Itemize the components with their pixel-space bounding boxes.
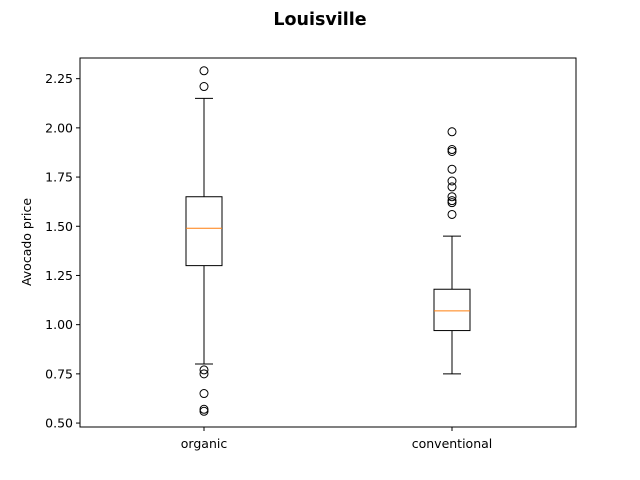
y-tick-label: 1.00 xyxy=(45,317,73,332)
box-group-organic xyxy=(185,66,223,416)
outlier-point xyxy=(447,209,457,219)
y-axis-label: Avocado price xyxy=(19,198,34,286)
y-tick-label: 2.00 xyxy=(45,120,73,135)
outlier-point xyxy=(199,389,209,399)
iqr-box xyxy=(185,196,223,267)
outlier-point xyxy=(199,406,209,416)
x-tick-label: conventional xyxy=(412,436,493,451)
y-tick-label: 1.50 xyxy=(45,219,73,234)
boxes-layer xyxy=(185,66,471,416)
outlier-point xyxy=(447,164,457,174)
plot-frame xyxy=(79,57,577,428)
outlier-point xyxy=(447,145,457,155)
y-tick-label: 0.75 xyxy=(45,366,73,381)
outlier-point xyxy=(447,198,457,208)
outlier-point xyxy=(447,176,457,186)
y-tick-label: 1.75 xyxy=(45,170,73,185)
y-tick-label: 2.25 xyxy=(45,71,73,86)
outlier-point xyxy=(199,404,209,414)
x-tick-label: organic xyxy=(181,436,228,451)
outlier-point xyxy=(447,127,457,137)
y-axis: 0.50 0.75 1.00 1.25 1.50 1.75 2.00 2.25 xyxy=(45,71,80,431)
chart-title: Louisville xyxy=(273,10,366,30)
y-tick-label: 0.50 xyxy=(45,416,73,431)
y-tick-label: 1.25 xyxy=(45,268,73,283)
box-group-conventional xyxy=(433,127,471,375)
iqr-box xyxy=(433,288,471,332)
outlier-point xyxy=(447,146,457,156)
x-axis: organic conventional xyxy=(181,427,492,451)
outlier-point xyxy=(199,365,209,375)
outlier-point xyxy=(447,192,457,202)
outlier-point xyxy=(199,66,209,76)
outlier-point xyxy=(447,182,457,192)
outlier-point xyxy=(199,82,209,92)
outlier-point xyxy=(199,369,209,379)
